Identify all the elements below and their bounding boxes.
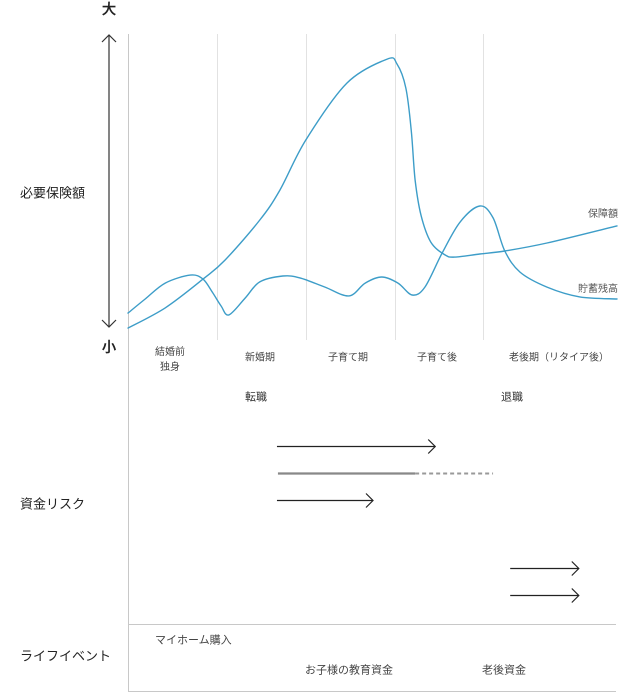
life-event-home-purchase: マイホーム購入 <box>155 633 232 647</box>
savings-curve <box>127 205 618 316</box>
coverage-curve <box>127 57 618 329</box>
stage-label-line: 独身 <box>160 362 180 373</box>
stage-label-post-child-raising: 子育て後 <box>417 352 457 364</box>
stage-label-retirement: 老後期（リタイア後） <box>509 352 609 364</box>
career-event-retirement: 退職 <box>501 390 523 404</box>
stage-label-line: 結婚前 <box>155 347 185 358</box>
stage-label-newlywed: 新婚期 <box>245 352 275 364</box>
arrow-up-icon <box>101 34 117 43</box>
arrow-right-icon <box>571 561 580 576</box>
arrow-down-icon <box>101 319 117 328</box>
curve-label-coverage: 保障額 <box>588 209 618 220</box>
life-event-retirement-funds: 老後資金 <box>482 663 526 677</box>
chart-curves <box>127 57 618 329</box>
life-event-education-funds: お子様の教育資金 <box>305 663 393 677</box>
stage-label-single: 結婚前 独身 <box>155 345 185 375</box>
curve-label-savings: 貯蓄残高 <box>578 284 618 295</box>
stage-label-child-raising: 子育て期 <box>328 352 368 364</box>
magnitude-axis <box>101 34 117 328</box>
arrow-right-icon <box>571 588 580 603</box>
section-label-life-events: ライフイベント <box>20 649 112 665</box>
section-label-financial-risk: 資金リスク <box>20 497 86 513</box>
arrow-right-icon <box>365 493 374 508</box>
section-label-required-coverage: 必要保険額 <box>20 186 86 202</box>
axis-label-large: 大 <box>102 2 116 18</box>
arrow-right-icon <box>427 439 437 454</box>
risk-arrows <box>276 439 580 603</box>
axis-label-small: 小 <box>102 340 116 356</box>
career-event-job-change: 転職 <box>245 390 267 404</box>
stage-gridlines <box>217 34 484 340</box>
